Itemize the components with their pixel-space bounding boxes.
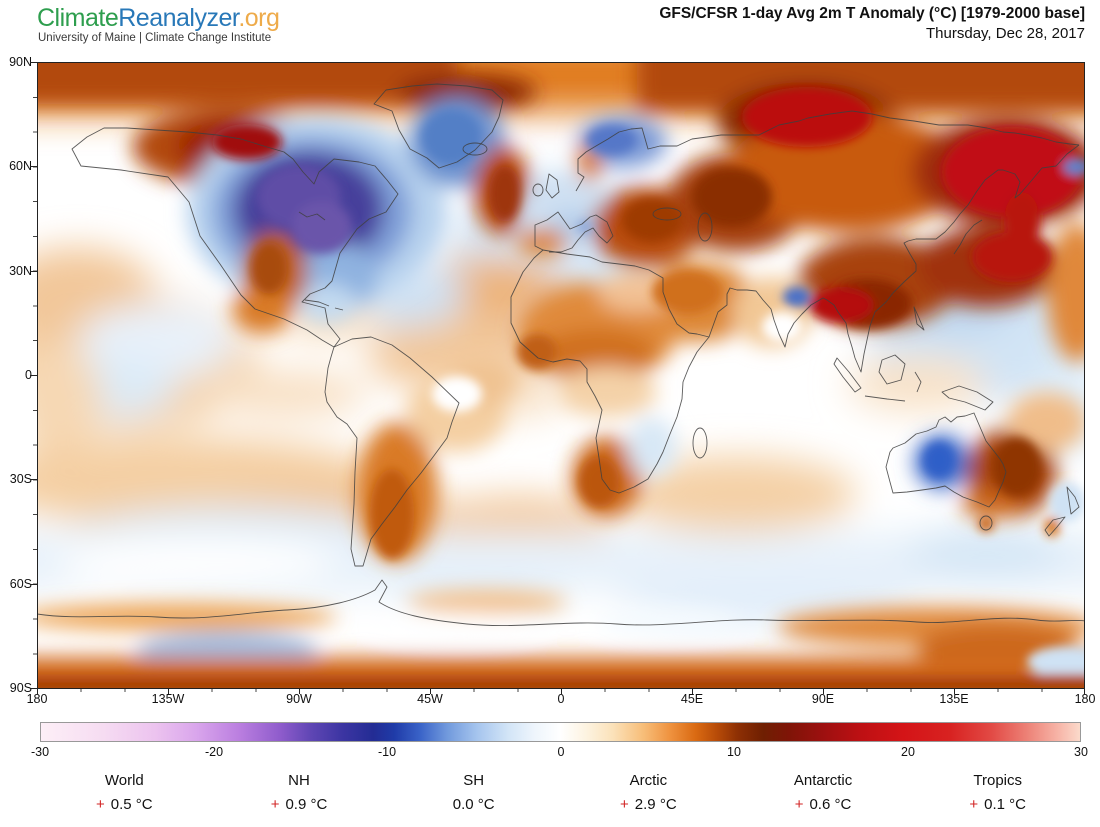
stat-label: SH xyxy=(463,772,485,789)
lat-tick xyxy=(30,479,37,480)
lon-tick xyxy=(561,688,562,694)
plus-sign: + xyxy=(96,796,105,813)
stat-number: 0.0 °C xyxy=(452,796,495,813)
map-title: GFS/CFSR 1-day Avg 2m T Anomaly (°C) [19… xyxy=(659,5,1085,22)
stat-number: 0.5 °C xyxy=(110,796,153,813)
lon-label-0: 0 xyxy=(557,692,565,706)
cb-tick-20: 20 xyxy=(901,745,915,759)
stat-value: +0.5 °C xyxy=(37,796,212,813)
stat-number: 0.9 °C xyxy=(285,796,328,813)
stat-label: NH xyxy=(288,772,310,789)
site-subtitle: University of Maine | Climate Change Ins… xyxy=(38,32,272,44)
map-date: Thursday, Dec 28, 2017 xyxy=(926,25,1085,42)
stat-label: Antarctic xyxy=(793,772,853,789)
cb-tick-m10: -10 xyxy=(377,745,397,759)
lon-tick xyxy=(823,688,824,694)
stat-value: 0.0 °C xyxy=(386,796,561,813)
lon-label-180w: 180 xyxy=(26,692,48,706)
stat-label: World xyxy=(104,772,144,789)
lon-label-135w: 135W xyxy=(151,692,185,706)
lat-label-0: 0 xyxy=(25,368,32,382)
stat-nh: NH +0.9 °C xyxy=(212,772,387,813)
lat-label-90s: 90S xyxy=(9,681,32,695)
lon-label-180e: 180 xyxy=(1074,692,1096,706)
lat-label-60s: 60S xyxy=(9,577,32,591)
lat-tick xyxy=(30,584,37,585)
core-anomaly-layer xyxy=(37,87,1085,689)
cb-tick-m20: -20 xyxy=(204,745,224,759)
lon-tick xyxy=(168,688,169,694)
logo-org: .org xyxy=(238,4,280,32)
stat-number: 0.1 °C xyxy=(984,796,1026,813)
cb-tick-10: 10 xyxy=(727,745,741,759)
lat-tick xyxy=(30,688,37,689)
lat-label-30n: 30N xyxy=(9,264,32,278)
lon-tick xyxy=(954,688,955,694)
colorbar xyxy=(40,722,1081,742)
plus-sign: + xyxy=(270,796,280,813)
lat-label-60n: 60N xyxy=(9,159,32,173)
lat-tick xyxy=(30,271,37,272)
plus-sign: + xyxy=(969,796,979,813)
cb-tick-0: 0 xyxy=(557,745,565,759)
lat-tick xyxy=(30,62,37,63)
plus-sign: + xyxy=(620,796,629,813)
lon-tick xyxy=(430,688,431,694)
lat-label-30s: 30S xyxy=(9,472,32,486)
cb-tick-30: 30 xyxy=(1074,745,1088,759)
stat-value: +0.1 °C xyxy=(910,796,1085,813)
stat-arctic: Arctic +2.9 °C xyxy=(561,772,736,813)
stat-value: +2.9 °C xyxy=(561,796,736,813)
lon-label-135e: 135E xyxy=(939,692,969,706)
lat-tick xyxy=(30,166,37,167)
coastlines xyxy=(37,83,1085,627)
lon-label-45e: 45E xyxy=(680,692,704,706)
stat-world: World +0.5 °C xyxy=(37,772,212,813)
stat-value: +0.6 °C xyxy=(736,796,911,813)
stat-label: Tropics xyxy=(973,772,1022,789)
logo-climate: Climate xyxy=(37,4,119,32)
lon-label-45w: 45W xyxy=(417,692,443,706)
lat-tick xyxy=(30,375,37,376)
lon-tick xyxy=(299,688,300,694)
lon-label-90w: 90W xyxy=(286,692,312,706)
site-logo[interactable]: ClimateReanalyzer.org xyxy=(37,4,280,33)
lat-label-90n: 90N xyxy=(9,55,32,69)
region-stats: World +0.5 °C NH +0.9 °C SH 0.0 °C Arcti… xyxy=(37,772,1085,813)
plus-sign: + xyxy=(794,796,804,813)
lon-tick xyxy=(37,688,38,694)
stat-number: 2.9 °C xyxy=(634,796,677,813)
lon-tick xyxy=(1084,688,1085,694)
cb-tick-m30: -30 xyxy=(30,745,50,759)
lon-label-90e: 90E xyxy=(811,692,835,706)
lon-tick xyxy=(692,688,693,694)
stat-label: Arctic xyxy=(629,772,668,789)
stat-number: 0.6 °C xyxy=(809,796,852,813)
stat-antarctic: Antarctic +0.6 °C xyxy=(736,772,911,813)
logo-reanalyzer: Reanalyzer xyxy=(118,4,239,32)
anomaly-map xyxy=(37,62,1085,689)
stat-sh: SH 0.0 °C xyxy=(386,772,561,813)
stat-tropics: Tropics +0.1 °C xyxy=(910,772,1085,813)
stat-value: +0.9 °C xyxy=(212,796,387,813)
world-anomaly-map-svg xyxy=(37,62,1085,689)
